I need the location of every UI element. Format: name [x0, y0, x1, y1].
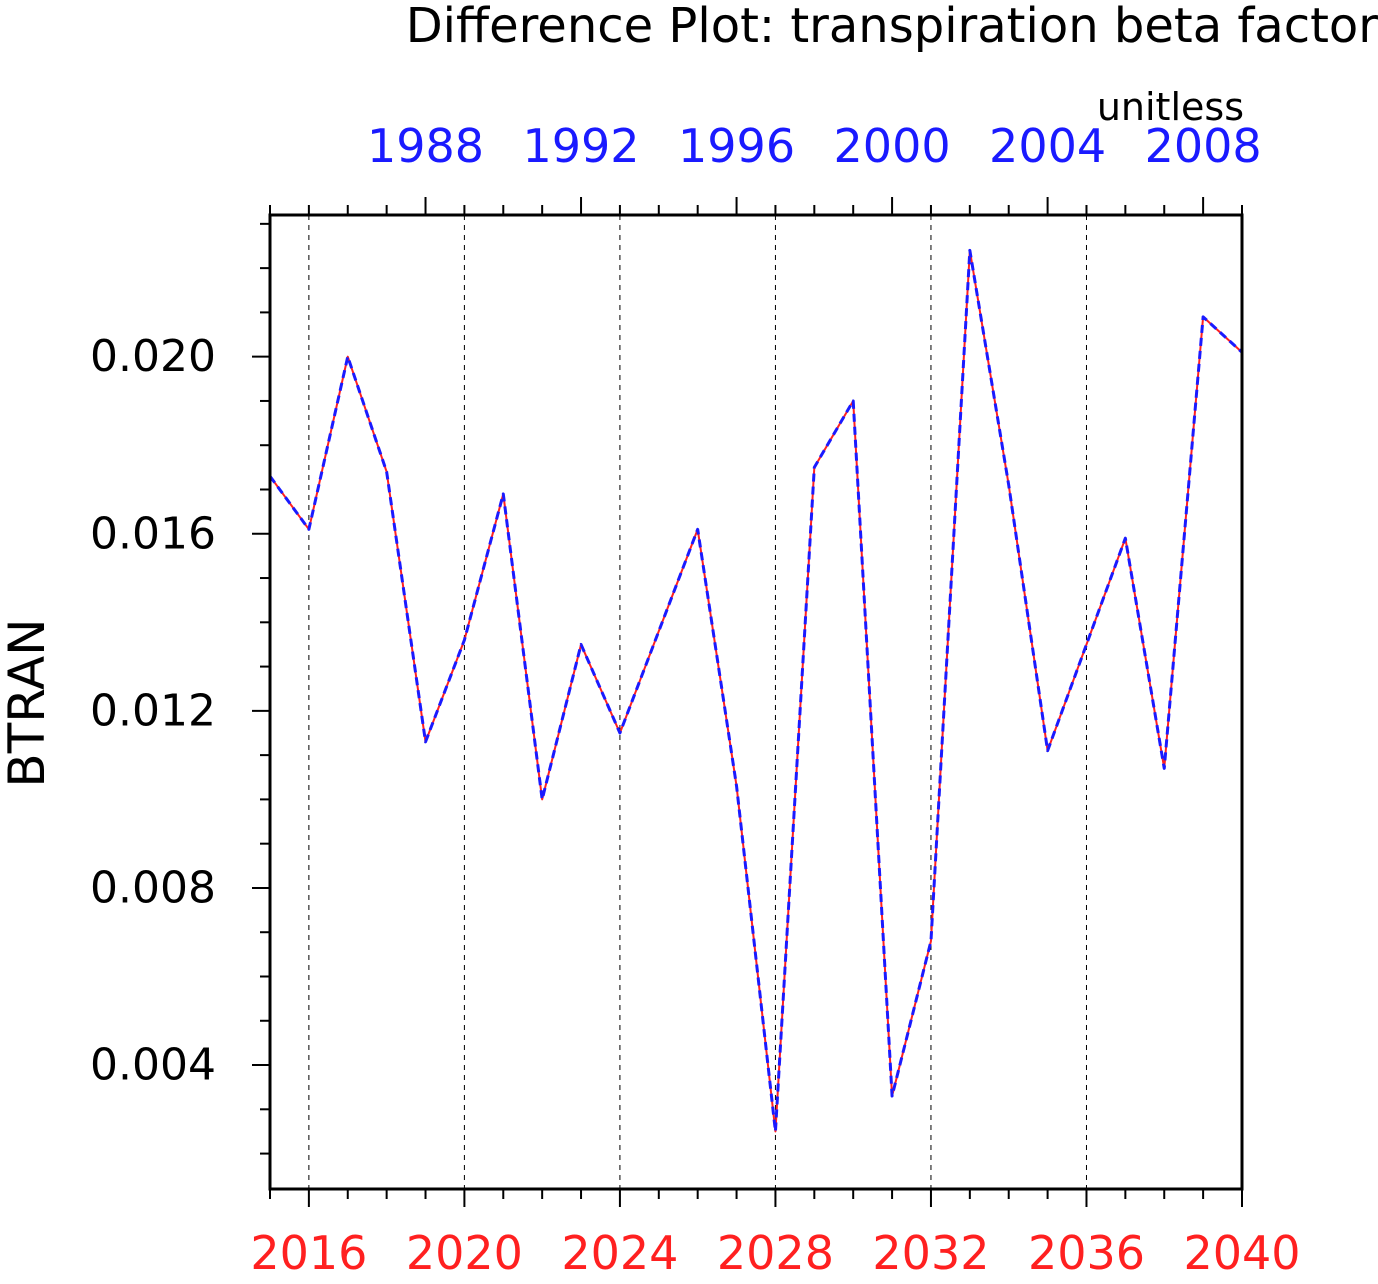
x-bottom-tick-label: 2020	[406, 1226, 523, 1279]
x-bottom-tick-label: 2040	[1183, 1226, 1300, 1279]
y-tick-label: 0.008	[90, 862, 216, 913]
series-lines	[268, 248, 1244, 1133]
plot-frame	[268, 213, 1244, 1191]
series-line-blue	[268, 248, 1244, 1133]
x-top-tick-label: 2004	[989, 119, 1106, 173]
x-top-tick-label: 1992	[523, 119, 640, 173]
tick-labels: 2016 2020 2024 2028 2032 2036 2040 1988 1992 1996…	[90, 119, 1301, 1280]
y-tick-label: 0.012	[90, 685, 216, 736]
x-top-tick-label: 2008	[1145, 119, 1262, 173]
chart-title: Difference Plot: transpiration beta fact…	[406, 0, 1378, 54]
x-bottom-tick-label: 2032	[872, 1226, 989, 1279]
y-tick-label: 0.020	[90, 331, 216, 382]
gridlines	[308, 215, 1087, 1189]
x-top-tick-label: 1988	[367, 119, 484, 173]
x-top-tick-label: 2000	[834, 119, 951, 173]
series-line-red	[269, 249, 1243, 1133]
y-tick-label: 0.016	[90, 508, 216, 559]
x-bottom-tick-label: 2028	[717, 1226, 834, 1279]
x-bottom-tick-label: 2036	[1028, 1226, 1145, 1279]
y-axis-label: BTRAN	[0, 618, 56, 787]
x-bottom-tick-label: 2024	[561, 1226, 678, 1279]
x-bottom-tick-label: 2016	[250, 1226, 367, 1279]
x-top-tick-label: 1996	[678, 119, 795, 173]
units-label: unitless	[1097, 85, 1244, 129]
axis-ticks	[252, 197, 1243, 1207]
y-tick-label: 0.004	[90, 1040, 216, 1091]
